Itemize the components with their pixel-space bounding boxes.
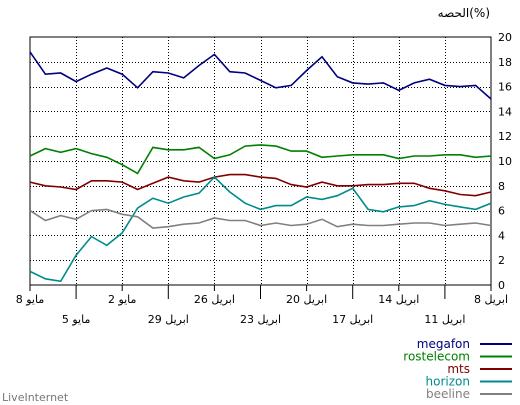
series-line-beeline (29, 208, 492, 229)
y-tick-label: 4 (498, 229, 505, 242)
liveinternet-credit: LiveInternet (2, 391, 69, 404)
legend-label-rostelecom: rostelecom (403, 350, 470, 364)
x-tick-label: 29 ابريل (148, 313, 189, 326)
series-lines (29, 51, 492, 283)
y-ticks: 0 2 4 6 8 10 12 14 16 18 20 (498, 31, 512, 292)
series-line-rostelecom (29, 144, 492, 175)
x-tick-label: 8 مايو (16, 293, 45, 306)
y-tick-label: 12 (498, 130, 512, 143)
legend-label-beeline: beeline (426, 387, 470, 401)
y-tick-label: 20 (498, 31, 512, 44)
y-tick-label: 2 (498, 254, 505, 267)
x-tick-label: 17 ابريل (332, 313, 373, 326)
series-line-megafon (29, 51, 492, 100)
x-tick-label: 5 مايو (62, 313, 91, 326)
series-line-horizon (29, 175, 492, 283)
y-tick-label: 16 (498, 81, 512, 94)
y-tick-label: 14 (498, 105, 512, 118)
y-tick-label: 8 (498, 180, 505, 193)
series-line-mts (29, 173, 492, 197)
x-tick-label: 2 مايو (108, 293, 137, 306)
y-tick-label: 10 (498, 155, 512, 168)
y-tick-label: 0 (498, 279, 505, 292)
legend-label-megafon: megafon (417, 337, 470, 351)
x-tick-label: 8 ابريل (474, 293, 508, 306)
grid (29, 36, 492, 286)
y-axis-label: الحصه(%) (438, 6, 490, 20)
legend-label-mts: mts (447, 362, 470, 376)
x-tick-label: 14 ابريل (378, 293, 419, 306)
x-tick-label: 11 ابريل (424, 313, 465, 326)
legend-label-horizon: horizon (426, 375, 470, 389)
x-tick-label: 20 ابريل (286, 293, 327, 306)
x-ticks: 8 مايو 5 مايو 2 مايو 29 ابريل 26 ابريل 23 ابر… (16, 285, 508, 326)
x-tick-label: 23 ابريل (240, 313, 281, 326)
y-tick-label: 6 (498, 205, 505, 218)
x-tick-label: 26 ابريل (194, 293, 235, 306)
y-tick-label: 18 (498, 56, 512, 69)
